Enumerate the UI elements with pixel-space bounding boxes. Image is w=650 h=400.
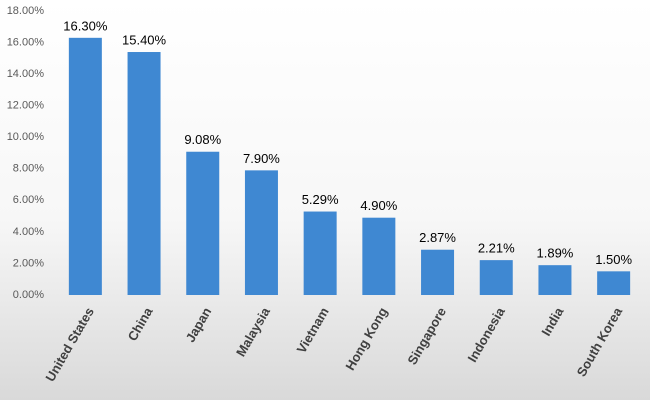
y-tick-label: 6.00% xyxy=(13,194,44,206)
bar xyxy=(538,265,572,295)
value-label: 7.90% xyxy=(243,151,280,166)
value-label: 5.29% xyxy=(302,192,339,207)
y-tick-label: 12.00% xyxy=(7,100,45,112)
value-label: 2.87% xyxy=(419,230,456,245)
value-label: 2.21% xyxy=(478,241,515,256)
bar xyxy=(244,170,278,295)
y-tick-label: 2.00% xyxy=(13,257,44,269)
y-tick-label: 16.00% xyxy=(7,36,45,48)
y-tick-label: 18.00% xyxy=(7,5,45,17)
value-label: 15.40% xyxy=(122,32,167,47)
value-label: 4.90% xyxy=(360,198,397,213)
bar xyxy=(303,211,337,295)
bar xyxy=(597,271,631,295)
bar xyxy=(421,249,455,295)
y-tick-label: 10.00% xyxy=(7,131,45,143)
y-tick-label: 8.00% xyxy=(13,163,44,175)
bar xyxy=(68,37,102,295)
value-label: 1.50% xyxy=(595,252,632,267)
y-tick-label: 0.00% xyxy=(13,289,44,301)
value-label: 16.30% xyxy=(63,18,108,33)
y-tick-label: 4.00% xyxy=(13,226,44,238)
bar xyxy=(479,260,513,295)
bar xyxy=(186,151,220,295)
y-tick-label: 14.00% xyxy=(7,68,45,80)
value-label: 9.08% xyxy=(184,132,221,147)
bar xyxy=(362,217,396,295)
bar xyxy=(127,52,161,296)
value-label: 1.89% xyxy=(537,246,574,261)
